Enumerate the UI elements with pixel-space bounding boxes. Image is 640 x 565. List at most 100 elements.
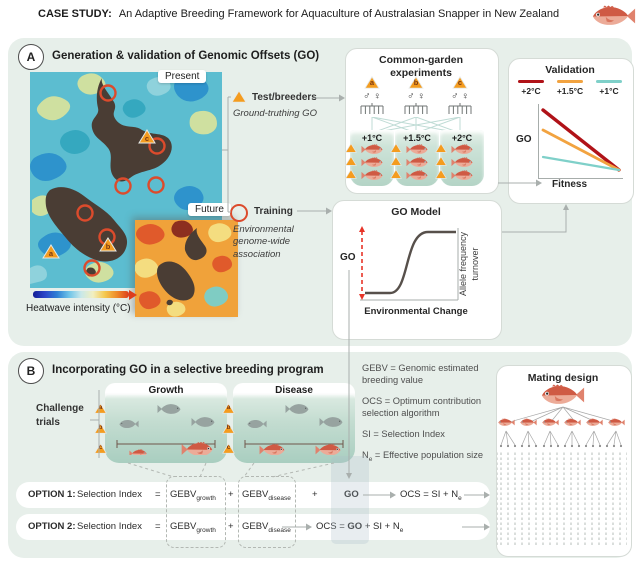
legend-plus1-label: +1°C xyxy=(599,86,619,97)
go-model-title: GO Model xyxy=(391,206,441,218)
fish-icon xyxy=(451,157,473,168)
go-model-xlabel: Environmental Change xyxy=(364,306,468,317)
fish-icon xyxy=(451,144,473,155)
disease-row-a-letter: a xyxy=(226,404,231,411)
site-marker-letter: a xyxy=(49,249,54,258)
validation-xlabel: Fitness xyxy=(552,179,588,190)
training-subtitle: Environmental genome-wide association xyxy=(233,224,294,260)
option1-label: OPTION 1: xyxy=(28,489,76,500)
option2-gebv-disease: GEBVdisease xyxy=(242,521,291,534)
option1-gebv-disease: GEBVdisease xyxy=(242,489,291,502)
go-highlight-band xyxy=(331,456,369,544)
test-breeders-subtitle: Ground-truthing GO xyxy=(233,108,317,119)
disease-row-b-letter: b xyxy=(226,424,231,431)
panel-a-label: A xyxy=(18,44,44,70)
training-ring-icon xyxy=(230,204,248,222)
family-b-sex-symbols: ♂ ♀ xyxy=(407,91,425,102)
tank1-row-a-triangle-icon xyxy=(345,143,357,153)
option2-label: OPTION 2: xyxy=(28,521,76,532)
gray-fish-icon xyxy=(247,419,267,429)
disease-row-c-letter: c xyxy=(226,444,231,451)
tank-plus1-label: +1°C xyxy=(361,133,383,143)
gebv-growth-dashed-column xyxy=(166,476,226,548)
training-label: Training xyxy=(254,206,293,217)
option2-selection-index: Selection Index xyxy=(77,521,142,532)
legend-plus1-5-swatch xyxy=(557,80,583,84)
option2-plus1: + xyxy=(228,521,234,532)
option1-selection-index: Selection Index xyxy=(77,489,142,500)
heatwave-colorbar xyxy=(33,291,129,298)
go-model-chart: Allele frequency turnover xyxy=(359,226,480,301)
present-map: c a b xyxy=(30,72,222,288)
title-text: An Adaptive Breeding Framework for Aquac… xyxy=(118,8,560,20)
fish-icon xyxy=(361,144,383,155)
site-marker-letter: b xyxy=(106,242,111,251)
legend-plus1-swatch xyxy=(596,80,622,84)
site-marker-letter: c xyxy=(145,134,149,143)
fish-icon xyxy=(361,157,383,168)
go-model-box xyxy=(332,200,502,340)
option1-gebv-growth: GEBVgrowth xyxy=(170,489,216,502)
family-a-pedigree-comb-icon xyxy=(360,103,384,114)
panel-a-heading: Generation & validation of Genomic Offse… xyxy=(52,50,320,62)
definition-gebv: GEBV = Genomic estimated breeding value xyxy=(362,363,479,386)
figure-title: CASE STUDY: An Adaptive Breeding Framewo… xyxy=(38,8,559,20)
option1-plus1: + xyxy=(228,489,234,500)
tank1-row-b-triangle-icon xyxy=(345,156,357,166)
option2-row: OPTION 2: Selection Index = GEBVgrowth +… xyxy=(16,514,490,540)
disease-comparison-graphic xyxy=(244,440,344,455)
growth-row-a-letter: a xyxy=(98,404,103,411)
breeder-site-markers: c a b xyxy=(42,129,156,259)
go-model-ylabel-line2: turnover xyxy=(470,247,480,280)
legend-plus1-5-label: +1.5°C xyxy=(556,86,584,97)
snapper-icon xyxy=(592,4,636,28)
challenge-trials-label: Challenge trials xyxy=(36,403,84,428)
option1-plus2: + xyxy=(312,489,318,500)
go-model-ylabel-line1: Allele frequency xyxy=(458,231,468,296)
panel-b-heading: Incorporating GO in a selective breeding… xyxy=(52,364,324,376)
family-c-sex-symbols: ♂ ♀ xyxy=(451,91,469,102)
disease-tank-title: Disease xyxy=(275,385,313,396)
legend-plus2-label: +2°C xyxy=(521,86,541,97)
family-c-pedigree-comb-icon xyxy=(448,103,472,114)
fish-icon xyxy=(451,170,473,181)
gray-fish-icon xyxy=(319,416,343,428)
common-garden-title: Common-garden experiments xyxy=(379,54,463,79)
family-c-letter: c xyxy=(457,78,463,87)
option1-ocs: OCS = SI + Ne xyxy=(400,489,462,502)
progeny-dashed-lines xyxy=(497,450,627,546)
option2-gebv-growth: GEBVgrowth xyxy=(170,521,216,534)
validation-title: Validation xyxy=(545,64,595,76)
option2-ocs: OCS = GO + SI + Ne xyxy=(316,521,404,534)
legend-plus1: +1°C xyxy=(590,80,628,96)
case-study-label: CASE STUDY: xyxy=(38,8,112,20)
option1-row: OPTION 1: Selection Index = GEBVgrowth +… xyxy=(16,482,490,508)
growth-tank-band xyxy=(105,383,227,399)
option1-equals: = xyxy=(155,489,161,500)
validation-plot xyxy=(538,104,623,179)
legend-plus1-5: +1.5°C xyxy=(551,80,589,96)
option2-equals: = xyxy=(155,521,161,532)
family-b-pedigree-comb-icon xyxy=(404,103,428,114)
disease-tank: Disease xyxy=(233,383,355,463)
present-map-label: Present xyxy=(158,70,207,83)
gray-fish-icon xyxy=(119,419,139,429)
growth-comparison-graphic xyxy=(116,440,216,455)
tank2-row-b-triangle-icon xyxy=(390,156,402,166)
fish-icon xyxy=(406,170,428,181)
future-map-label: Future xyxy=(188,203,231,216)
legend-plus2: +2°C xyxy=(512,80,550,96)
gray-fish-icon xyxy=(285,403,309,415)
tank3-row-a-triangle-icon xyxy=(435,143,447,153)
progeny-dots xyxy=(499,444,623,448)
gray-fish-icon xyxy=(157,403,181,415)
fish-icon xyxy=(406,157,428,168)
colorbar-arrow-icon xyxy=(129,289,137,300)
tank-plus2-label: +2°C xyxy=(451,133,473,143)
family-b-letter: b xyxy=(413,78,419,87)
growth-row-b-letter: b xyxy=(98,424,103,431)
fish-icon xyxy=(361,170,383,181)
tank1-row-c-triangle-icon xyxy=(345,169,357,179)
tank2-row-a-triangle-icon xyxy=(390,143,402,153)
